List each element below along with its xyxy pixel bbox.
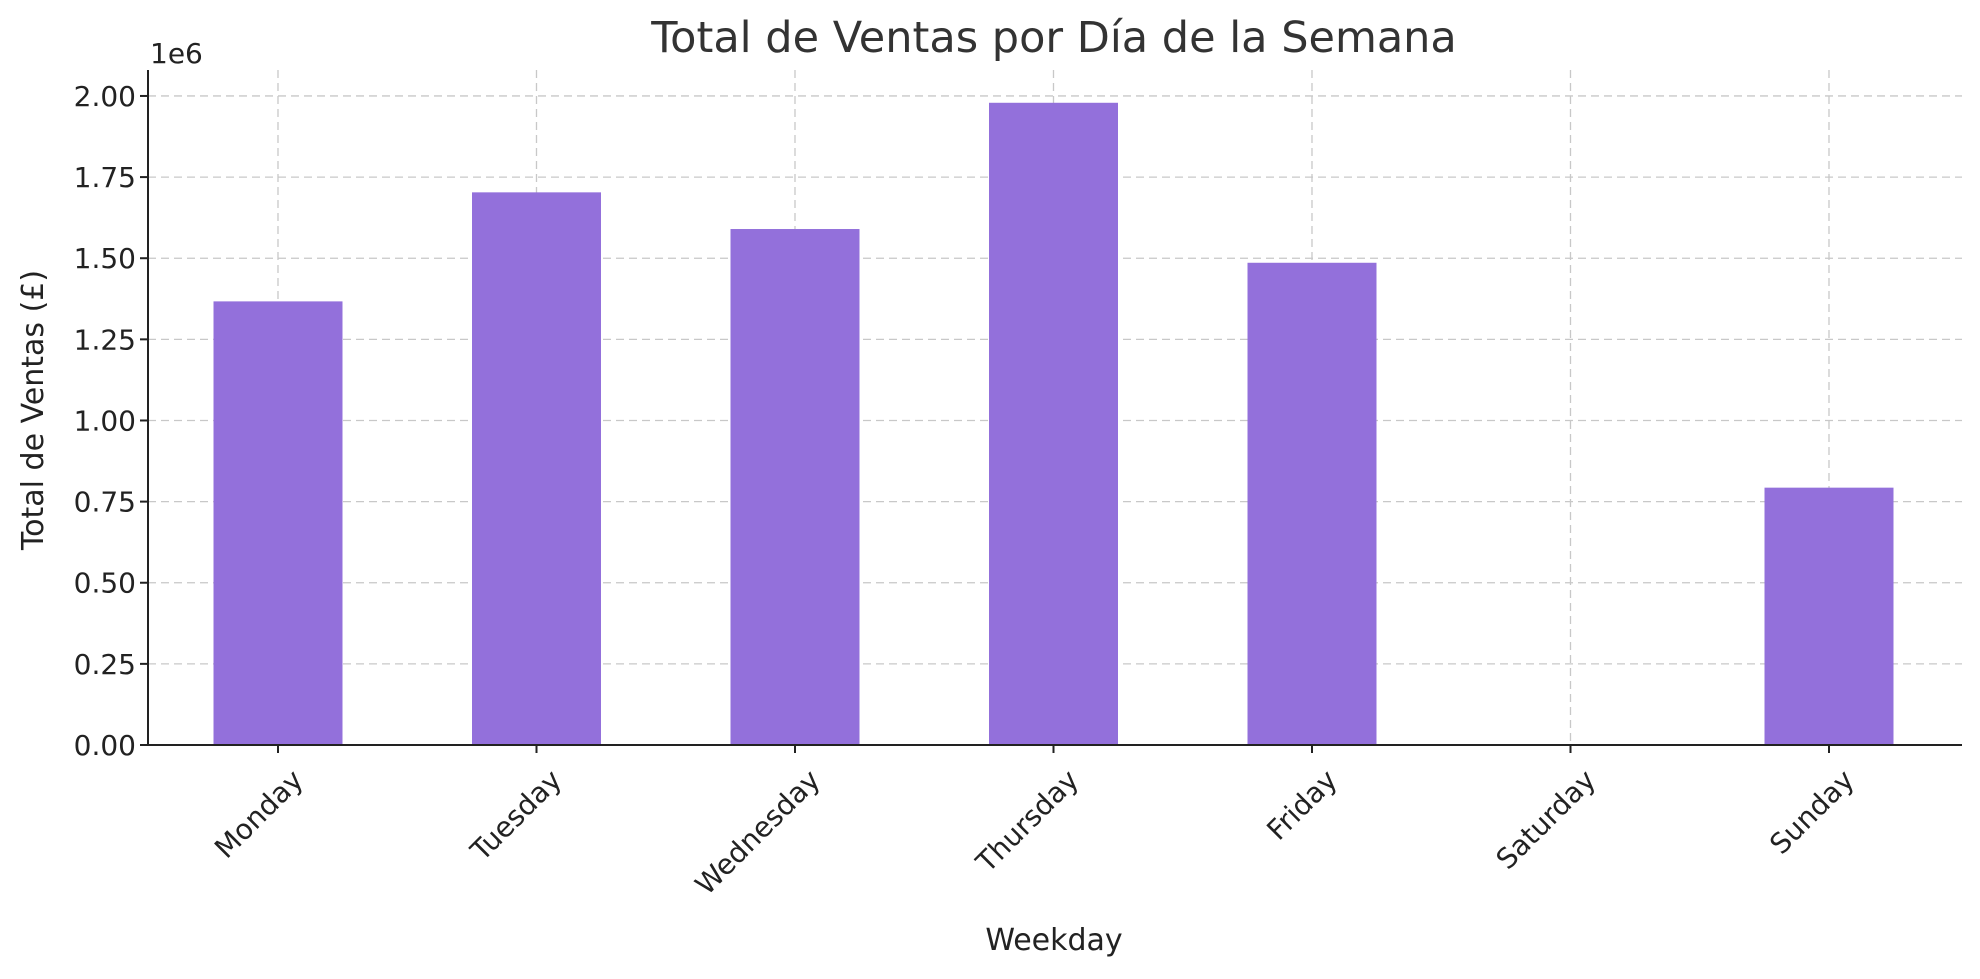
bar-tuesday	[472, 192, 601, 745]
y-tick-label: 1.00	[74, 404, 136, 437]
y-tick-label: 1.25	[74, 323, 136, 356]
x-ticks: Monday Tuesday Wednesday Thursday Friday Satu…	[208, 745, 1861, 901]
y-tick-label: 0.50	[74, 567, 136, 600]
y-tick-label: 0.25	[74, 648, 136, 681]
bar-sunday	[1764, 487, 1894, 745]
x-tick-label-saturday: Saturday	[1490, 763, 1603, 876]
y-tick-label: 1.50	[74, 242, 136, 275]
bar-monday	[213, 301, 343, 745]
x-tick-label-tuesday: Tuesday	[464, 763, 569, 868]
x-tick-label-friday: Friday	[1260, 763, 1343, 846]
y-ticks: 0.00 0.25 0.50 0.75 1.00 1.25 1.50 1.75 2.00	[74, 80, 148, 762]
y-axis-offset-label: 1e6	[150, 37, 203, 70]
x-axis-label: Weekday	[985, 923, 1122, 958]
y-tick-label: 1.75	[74, 161, 136, 194]
bar-wednesday	[730, 229, 860, 746]
x-tick-label-thursday: Thursday	[969, 763, 1085, 879]
x-tick-label-wednesday: Wednesday	[689, 763, 827, 901]
axes	[147, 70, 1962, 746]
x-tick-label-monday: Monday	[208, 763, 310, 865]
y-tick-label: 0.75	[74, 486, 136, 519]
x-tick-label-sunday: Sunday	[1763, 763, 1860, 860]
bars	[213, 102, 1894, 746]
bar-friday	[1247, 262, 1377, 745]
y-tick-label: 2.00	[74, 80, 136, 113]
y-tick-label: 0.00	[74, 729, 136, 762]
chart-title: Total de Ventas por Día de la Semana	[650, 13, 1457, 63]
bar-thursday	[989, 102, 1118, 746]
y-axis-label: Total de Ventas (£)	[16, 270, 51, 551]
